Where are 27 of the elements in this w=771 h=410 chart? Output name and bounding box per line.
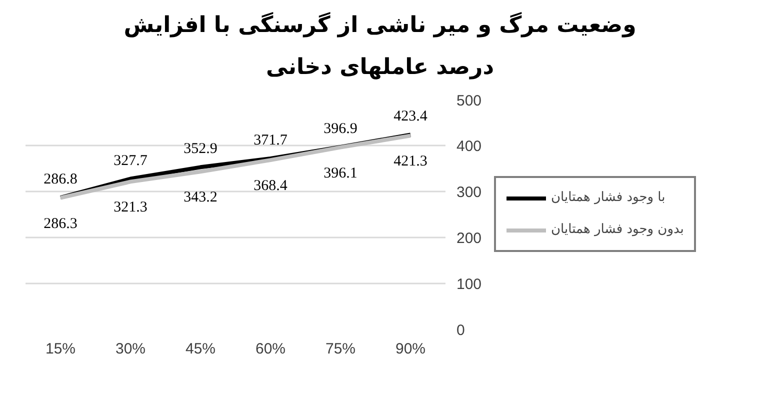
legend-label: با وجود فشار همتایان (551, 190, 666, 206)
data-label: 286.8 (44, 171, 78, 188)
y-tick-label: 500 (456, 92, 482, 110)
data-label: 423.4 (394, 108, 428, 124)
data-label: 343.2 (184, 189, 218, 206)
y-tick-label: 400 (456, 138, 482, 155)
x-tick-label: 45% (185, 340, 216, 358)
x-tick-label: 60% (255, 340, 286, 358)
data-label: 421.3 (394, 153, 428, 170)
chart-title: وضعیت مرگ و میر ناشی از گرسنگی با افزایش درصد عاملهای دخانی (124, 11, 636, 82)
y-tick-label: 300 (456, 184, 482, 201)
data-label: 286.3 (44, 215, 78, 232)
y-tick-label: 0 (456, 322, 465, 339)
x-tick-label: 90% (395, 340, 426, 358)
data-label: 371.7 (254, 132, 288, 148)
data-label: 396.1 (324, 164, 358, 181)
data-label: 321.3 (114, 199, 148, 216)
y-tick-label: 200 (456, 230, 482, 247)
y-tick-label: 100 (456, 276, 482, 293)
data-label: 368.4 (254, 178, 288, 194)
legend-label: بدون وجود فشار همتایان (551, 222, 684, 238)
data-label: 327.7 (114, 152, 148, 168)
x-tick-label: 30% (115, 340, 146, 358)
data-label: 352.9 (184, 140, 218, 157)
x-tick-label: 15% (45, 340, 76, 358)
data-label: 396.9 (324, 120, 358, 137)
x-tick-label: 75% (325, 340, 356, 358)
